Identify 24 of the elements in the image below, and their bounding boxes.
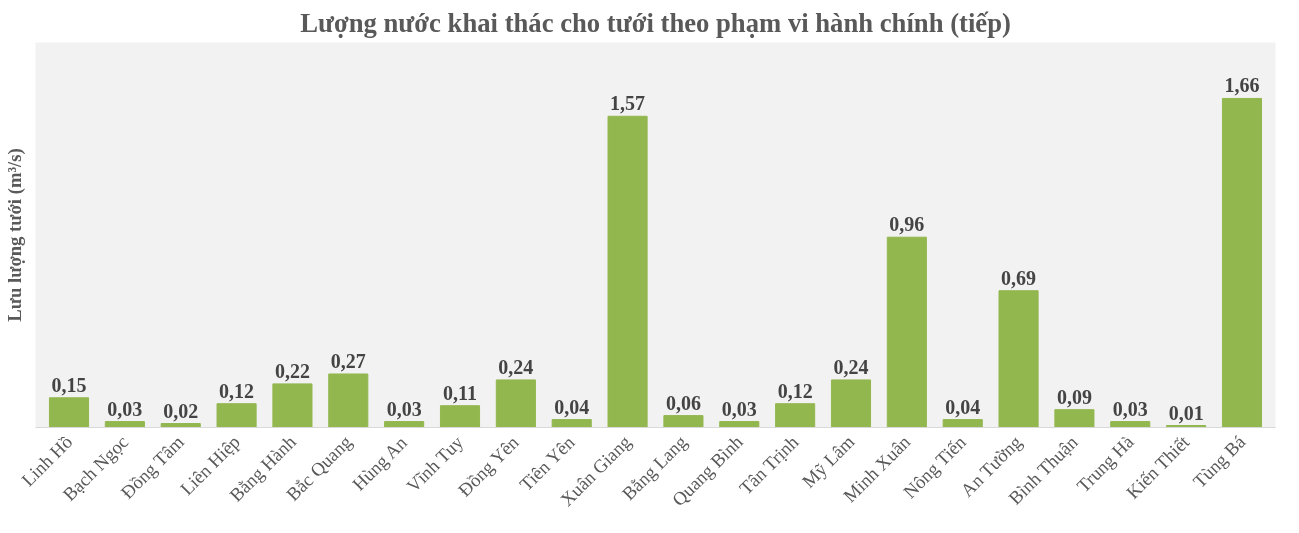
data-label: 0,12 [219, 379, 255, 402]
data-label: 0,03 [107, 397, 143, 420]
data-label: 0,03 [721, 397, 757, 420]
data-label: 0,12 [777, 379, 813, 402]
data-label: 0,01 [1168, 401, 1204, 424]
data-label: 0,96 [889, 213, 925, 236]
data-label: 1,66 [1224, 74, 1260, 97]
data-label: 0,03 [386, 397, 422, 420]
data-label: 0,15 [51, 373, 87, 396]
data-label: 0,04 [945, 395, 981, 418]
data-label: 0,04 [554, 395, 590, 418]
data-label: 0,24 [833, 355, 869, 378]
y-axis-title: Lưu lượng tưới (m³/s) [3, 148, 26, 322]
data-label: 0,02 [163, 399, 199, 422]
data-label: 0,27 [330, 349, 366, 372]
data-label: 0,22 [274, 359, 310, 382]
data-label: 0,06 [665, 391, 701, 414]
data-label: 0,69 [1001, 266, 1037, 289]
data-label: 0,03 [1112, 397, 1148, 420]
data-label: 0,09 [1056, 385, 1092, 408]
data-label: 1,57 [610, 92, 646, 115]
data-label: 0,11 [443, 381, 477, 404]
chart-title: Lượng nước khai thác cho tưới theo phạm vi hành chính (tiếp) [300, 7, 1011, 38]
data-label: 0,24 [498, 355, 534, 378]
